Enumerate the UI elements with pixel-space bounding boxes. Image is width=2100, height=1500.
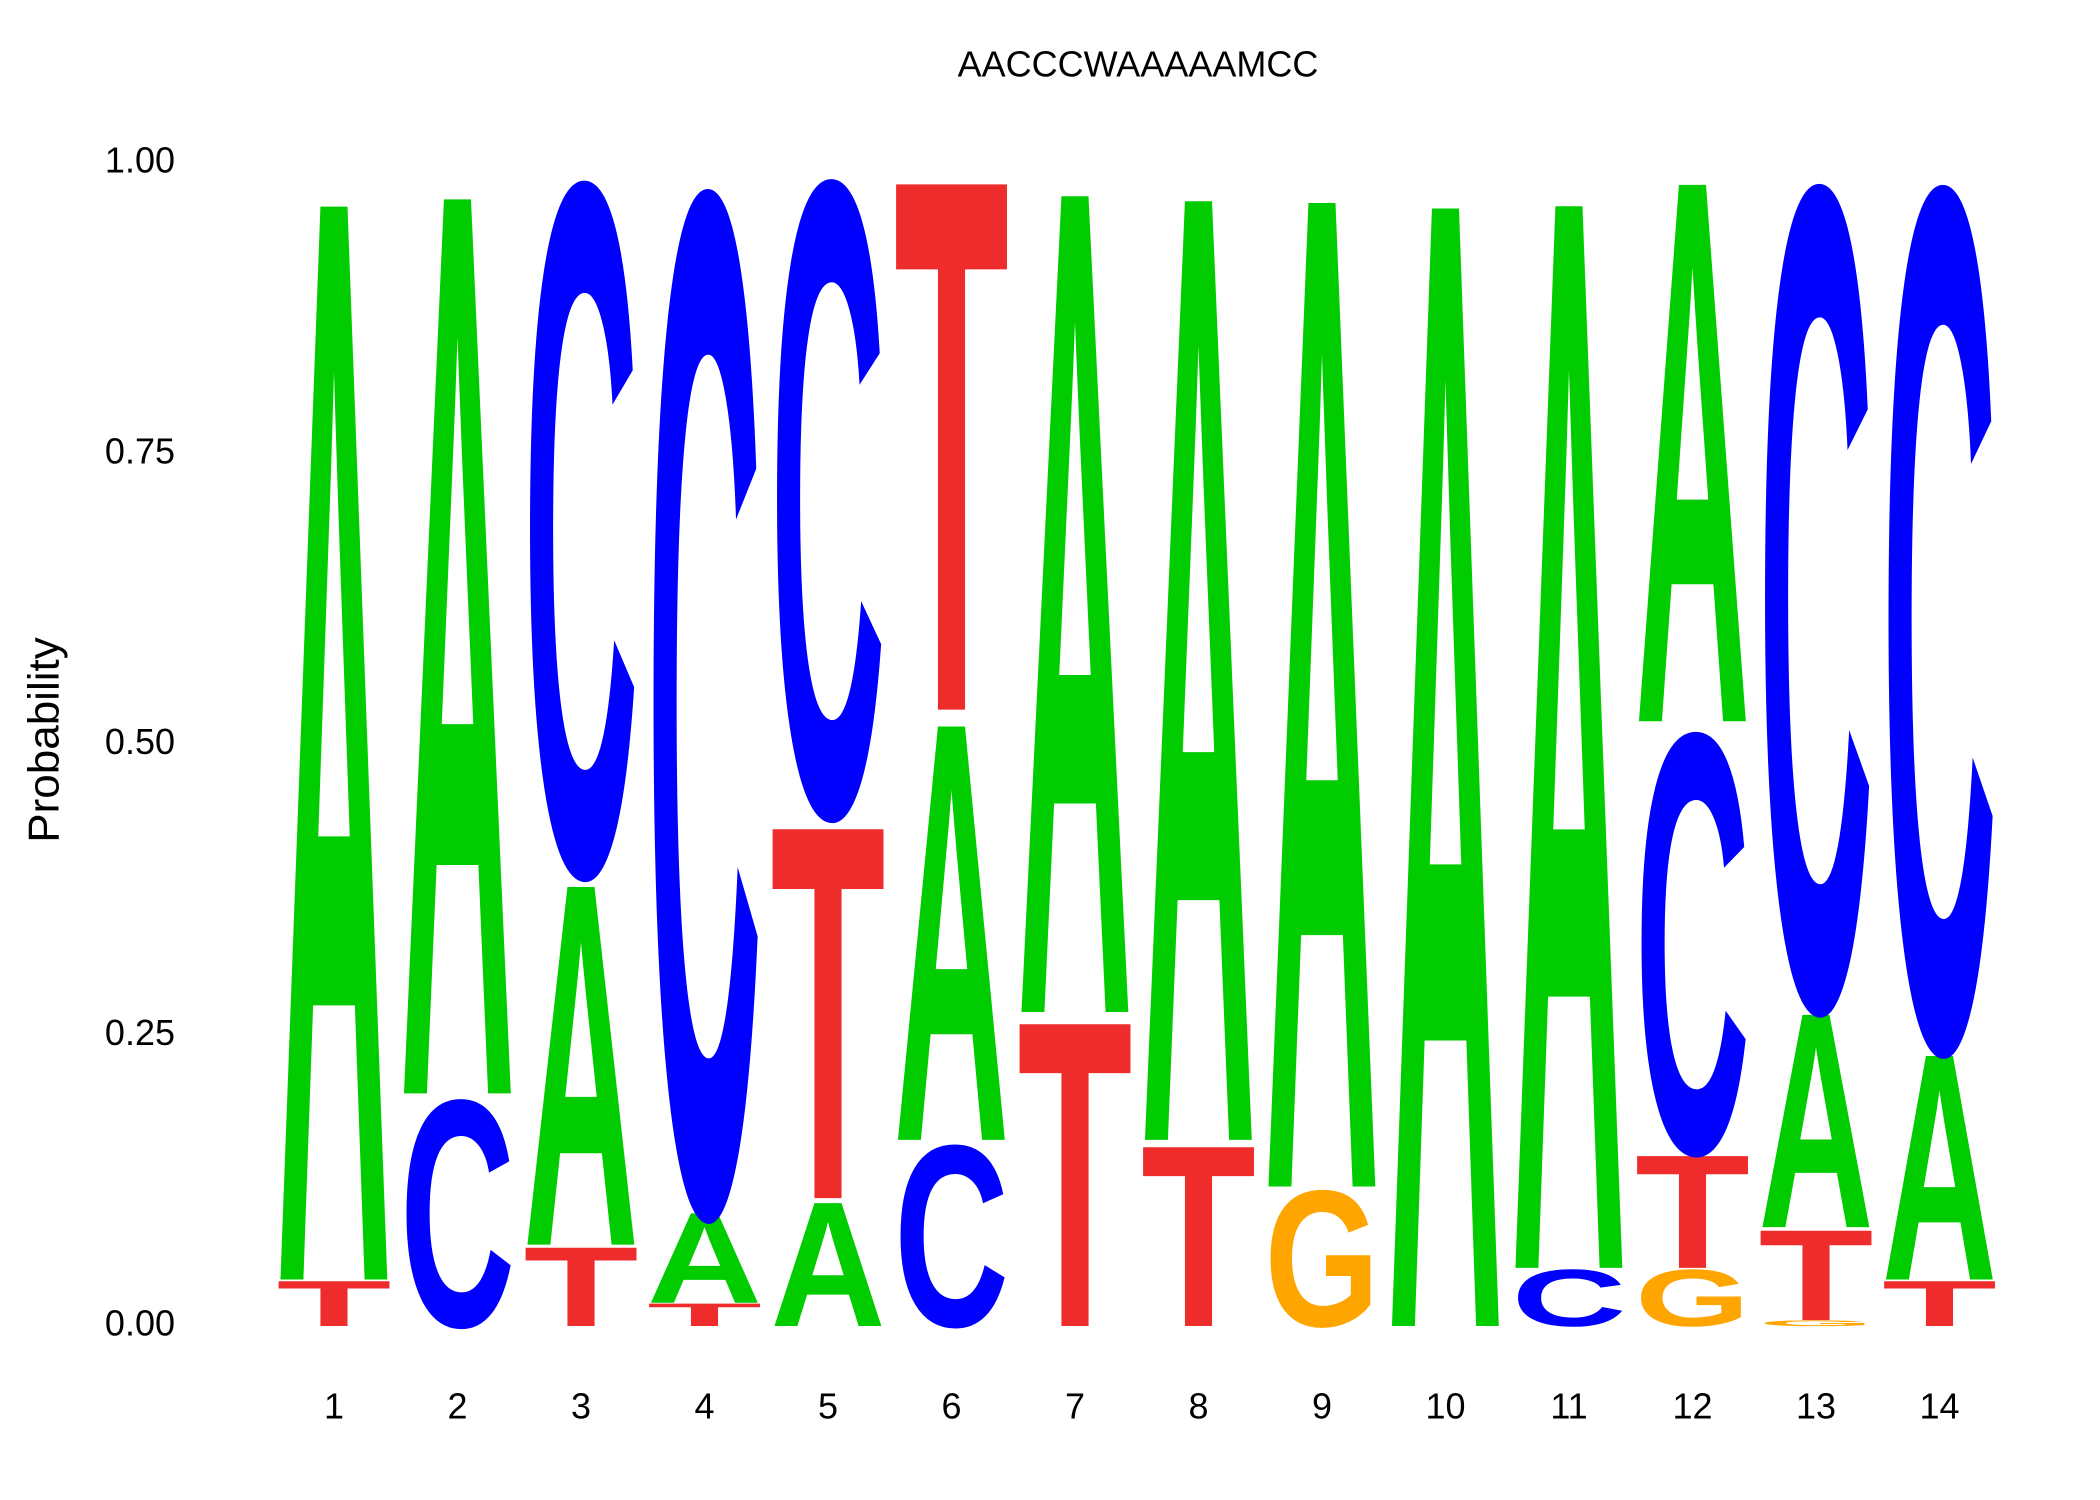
logo-letter: T: [1141, 1091, 1256, 1381]
logo-letter: T: [1635, 1121, 1750, 1303]
logo-letter: C: [647, 0, 762, 1500]
y-tick-label: 1.00: [105, 140, 175, 181]
logo-letter: C: [771, 0, 886, 1008]
logo-letter: A: [1388, 0, 1503, 1500]
logo-letter: C: [400, 1031, 515, 1395]
logo-letter: C: [1512, 1254, 1627, 1344]
x-tick-label: 11: [1550, 1386, 1587, 1427]
logo-letter: A: [771, 1164, 886, 1364]
logo-letter: C: [1882, 0, 1997, 1309]
logo-letter: G: [1265, 1150, 1380, 1368]
logo-letter: G: [1759, 1319, 1874, 1328]
logo-letter: T: [894, 20, 1009, 873]
logo-letter: C: [524, 0, 639, 1083]
x-tick-label: 2: [447, 1386, 467, 1427]
x-tick-label: 1: [324, 1386, 344, 1427]
logo-letter: A: [647, 1185, 762, 1331]
x-tick-label: 12: [1672, 1386, 1712, 1427]
logo-letter: A: [1635, 16, 1750, 887]
x-tick-label: 13: [1796, 1386, 1836, 1427]
logo-letter: A: [1512, 0, 1627, 1500]
y-tick-label: 0.00: [105, 1303, 175, 1344]
logo-letter: A: [1882, 985, 1997, 1349]
logo-letter: A: [894, 597, 1009, 1268]
logo-letter: A: [1018, 0, 1133, 1264]
x-tick-label: 7: [1065, 1386, 1085, 1427]
logo-letter: T: [524, 1223, 639, 1350]
logo-letter: C: [894, 1091, 1009, 1381]
logo-letter: A: [1759, 947, 1874, 1293]
x-tick-label: 14: [1919, 1386, 1959, 1427]
logo-letter: T: [647, 1297, 762, 1333]
logo-letter: T: [1882, 1267, 1997, 1339]
logo-letter: A: [1141, 0, 1256, 1429]
logo-letter: A: [277, 0, 392, 1500]
x-tick-label: 5: [818, 1386, 838, 1427]
x-tick-label: 9: [1312, 1386, 1332, 1427]
logo-letter: T: [771, 713, 886, 1312]
y-tick-label: 0.75: [105, 430, 175, 471]
logo-letter: T: [277, 1267, 392, 1339]
x-tick-label: 8: [1188, 1386, 1208, 1427]
x-tick-label: 3: [571, 1386, 591, 1427]
logo-letter: A: [1265, 0, 1380, 1490]
y-axis-label: Probability: [20, 637, 69, 842]
x-tick-label: 4: [694, 1386, 714, 1427]
y-tick-label: 0.50: [105, 721, 175, 762]
logo-letter: G: [1635, 1254, 1750, 1344]
x-tick-label: 6: [941, 1386, 961, 1427]
logo-letter: T: [1759, 1203, 1874, 1349]
logo-letter: A: [524, 775, 639, 1355]
logo-letter: C: [1635, 609, 1750, 1280]
logo-letter: T: [1018, 930, 1133, 1419]
logo-letter: A: [400, 0, 515, 1370]
chart-title: AACCCWAAAAAMCC: [958, 44, 1319, 85]
y-tick-label: 0.25: [105, 1012, 175, 1053]
x-tick-label: 10: [1425, 1386, 1465, 1427]
logo-letter: C: [1759, 0, 1874, 1257]
